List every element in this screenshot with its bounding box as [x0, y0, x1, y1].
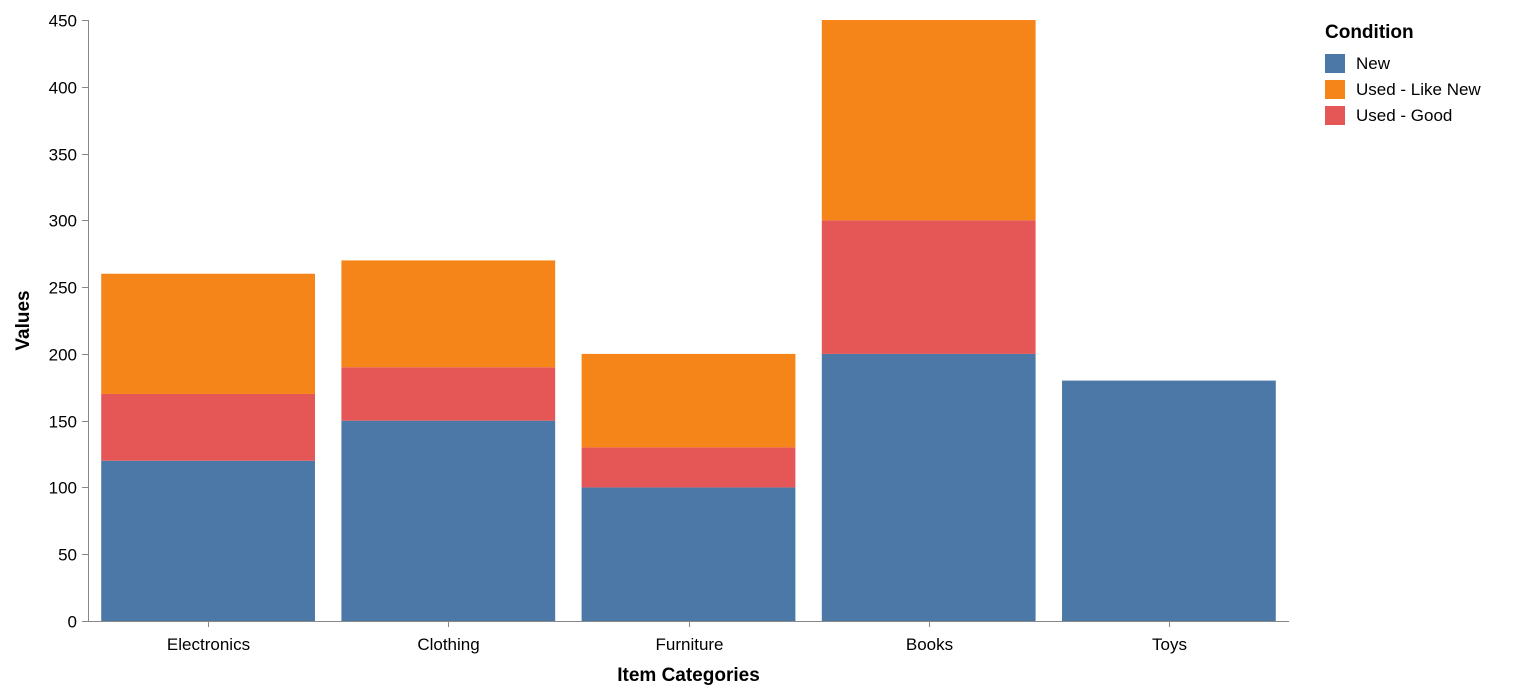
bar-books-used-like-new [821, 20, 1036, 221]
x-tick-label-furniture: Furniture [655, 635, 723, 654]
bar-clothing-used-like-new [341, 260, 556, 368]
legend-swatch-used-good [1325, 106, 1345, 125]
legend-label-used-good: Used - Good [1356, 106, 1452, 125]
legend-swatch-used-like-new [1325, 80, 1345, 99]
y-tick-label: 300 [49, 212, 77, 231]
x-axis-title: Item Categories [617, 665, 760, 686]
y-axis: 0 50 100 150 200 250 300 350 400 450 [49, 12, 89, 632]
y-tick-label: 50 [58, 546, 77, 565]
bar-furniture-used-like-new [581, 353, 796, 448]
bar-furniture-new [581, 487, 796, 621]
y-tick-label: 250 [49, 279, 77, 298]
y-tick-label: 450 [49, 12, 77, 31]
x-tick-label-clothing: Clothing [417, 635, 479, 654]
legend-swatch-new [1325, 54, 1345, 73]
bar-toys-new [1062, 380, 1276, 621]
legend-label-used-like-new: Used - Like New [1356, 80, 1481, 99]
bars-layer [101, 20, 1276, 621]
bar-electronics-used-good [101, 393, 315, 461]
y-tick-label: 400 [49, 79, 77, 98]
x-axis: Electronics Clothing Furniture Books Toys [88, 621, 1289, 654]
bar-electronics-used-like-new [101, 273, 315, 394]
bar-furniture-used-good [581, 447, 796, 488]
y-tick-label: 100 [49, 479, 77, 498]
x-tick-label-electronics: Electronics [167, 635, 250, 654]
bar-books-new [821, 353, 1036, 621]
bar-books-used-good [821, 220, 1036, 354]
y-axis-title: Values [13, 290, 34, 350]
bar-clothing-new [341, 420, 556, 621]
x-tick-label-toys: Toys [1152, 635, 1187, 654]
legend-title: Condition [1325, 22, 1414, 43]
y-tick-label: 150 [49, 413, 77, 432]
legend: Condition New Used - Like New Used - Good [1325, 22, 1481, 125]
y-tick-label: 350 [49, 146, 77, 165]
bar-electronics-new [101, 460, 315, 621]
y-tick-label: 200 [49, 346, 77, 365]
legend-label-new: New [1356, 54, 1391, 73]
x-tick-label-books: Books [906, 635, 953, 654]
bar-clothing-used-good [341, 367, 556, 421]
y-tick-label: 0 [68, 613, 77, 632]
